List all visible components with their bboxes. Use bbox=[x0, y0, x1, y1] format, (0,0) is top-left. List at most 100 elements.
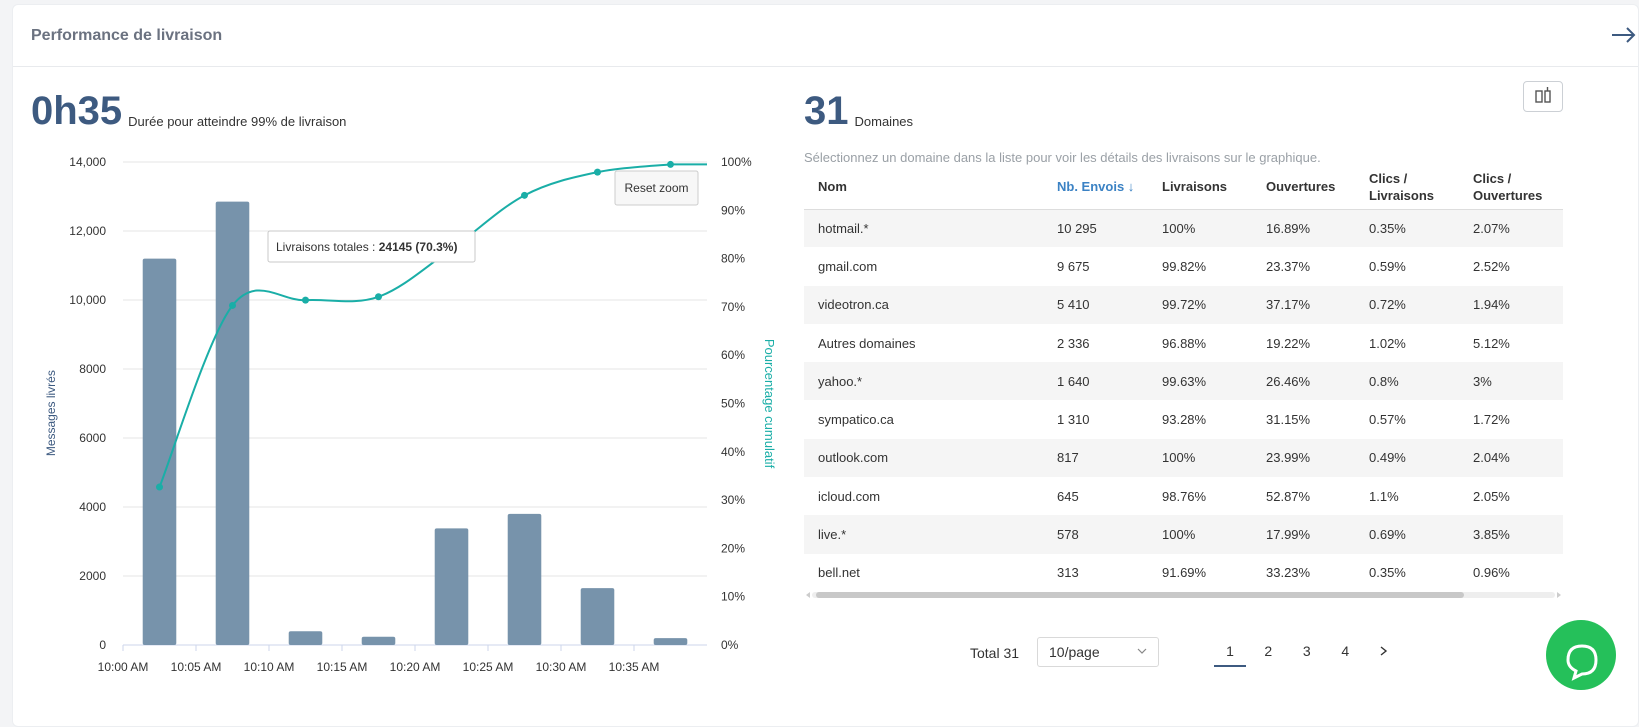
y-left-tick-label: 8000 bbox=[79, 362, 106, 376]
chevron-down-icon bbox=[1137, 648, 1147, 654]
table-cell: 5.12% bbox=[1473, 335, 1510, 351]
table-hint: Sélectionnez un domaine dans la liste po… bbox=[804, 150, 1321, 165]
arrow-right-icon[interactable] bbox=[1610, 23, 1638, 47]
table-cell: 100% bbox=[1148, 438, 1252, 478]
col-clicks-deliveries-header[interactable]: Clics / Livraisons bbox=[1355, 165, 1459, 210]
table-row[interactable]: Autres domaines 2 336 96.88% 19.22% 1.02% 5.1… bbox=[804, 324, 1563, 362]
page-3[interactable]: 3 bbox=[1302, 643, 1311, 659]
x-tick-label: 10:15 AM bbox=[317, 660, 368, 674]
table-cell: 578 bbox=[1043, 515, 1148, 554]
cumulative-point[interactable] bbox=[302, 296, 309, 304]
tooltip-label: Livraisons totales : bbox=[276, 240, 379, 254]
table-cell: 100% bbox=[1148, 515, 1252, 554]
bar-messages-delivered[interactable] bbox=[215, 201, 250, 646]
table-cell: videotron.ca bbox=[804, 285, 1043, 324]
page-size-value: 10/page bbox=[1049, 644, 1100, 660]
table-cell: 5 410 bbox=[1043, 285, 1148, 324]
col-sends-header[interactable]: Nb. Envois ↓ bbox=[1043, 165, 1148, 210]
table-cell: 9 675 bbox=[1057, 258, 1090, 274]
table-cell: bell.net bbox=[818, 565, 860, 581]
reset-zoom-label: Reset zoom bbox=[624, 181, 688, 195]
scroll-right-icon[interactable] bbox=[1555, 591, 1563, 599]
y-left-tick-label: 6000 bbox=[79, 431, 106, 445]
domains-count: 31 bbox=[804, 89, 849, 133]
domains-label: Domaines bbox=[854, 114, 914, 129]
page-size-select[interactable]: 10/page bbox=[1037, 637, 1159, 667]
y-right-tick-label: 40% bbox=[721, 445, 745, 459]
card-header: Performance de livraison bbox=[13, 5, 1638, 67]
bar-messages-delivered[interactable] bbox=[288, 631, 323, 645]
y-left-tick-label: 0 bbox=[99, 638, 106, 652]
col-deliveries-header[interactable]: Livraisons bbox=[1148, 165, 1252, 210]
page-4[interactable]: 4 bbox=[1341, 643, 1350, 659]
table-cell: 23.37% bbox=[1266, 258, 1311, 274]
page-2[interactable]: 2 bbox=[1264, 643, 1273, 659]
bar-messages-delivered[interactable] bbox=[434, 528, 469, 645]
bar-messages-delivered[interactable] bbox=[361, 636, 396, 645]
cumulative-point[interactable] bbox=[521, 191, 528, 199]
table-cell: 2.07% bbox=[1459, 209, 1563, 248]
scroll-left-icon[interactable] bbox=[804, 591, 812, 599]
table-cell: 1.02% bbox=[1369, 335, 1406, 351]
x-tick-label: 10:05 AM bbox=[171, 660, 222, 674]
table-cell: 23.99% bbox=[1252, 438, 1355, 478]
table-horizontal-scrollbar[interactable] bbox=[804, 591, 1563, 599]
scroll-thumb[interactable] bbox=[816, 592, 1464, 598]
bar-messages-delivered[interactable] bbox=[653, 638, 688, 645]
bar-messages-delivered[interactable] bbox=[507, 513, 542, 645]
table-cell: 1 310 bbox=[1057, 412, 1090, 428]
table-cell: 0.59% bbox=[1369, 258, 1406, 274]
delivery-performance-card: Performance de livraison 0h35 Durée pour… bbox=[12, 4, 1639, 727]
table-row[interactable]: gmail.com 9 675 99.82% 23.37% 0.59% 2.52% bbox=[804, 247, 1563, 285]
cumulative-point[interactable] bbox=[156, 483, 163, 491]
table-row[interactable]: live.* 578 100% 17.99% 0.69% 3.85% bbox=[804, 515, 1563, 554]
table-cell: 313 bbox=[1057, 565, 1079, 581]
table-cell: outlook.com bbox=[804, 438, 1043, 478]
chat-button[interactable] bbox=[1546, 620, 1616, 690]
y-right-tick-label: 0% bbox=[721, 638, 739, 652]
col-name-header[interactable]: Nom bbox=[804, 165, 1043, 210]
page-1[interactable]: 1 bbox=[1214, 641, 1246, 667]
table-row[interactable]: videotron.ca 5 410 99.72% 37.17% 0.72% 1.94% bbox=[804, 285, 1563, 324]
table-cell: 96.88% bbox=[1162, 335, 1207, 351]
bar-messages-delivered[interactable] bbox=[142, 258, 177, 645]
card-title: Performance de livraison bbox=[31, 27, 223, 44]
table-cell: 0.72% bbox=[1355, 285, 1459, 324]
column-settings-button[interactable] bbox=[1523, 81, 1563, 112]
table-row[interactable]: icloud.com 645 98.76% 52.87% 1.1% 2.05% bbox=[804, 477, 1563, 515]
table-row[interactable]: yahoo.* 1 640 99.63% 26.46% 0.8% 3% bbox=[804, 362, 1563, 401]
col-opens-header[interactable]: Ouvertures bbox=[1252, 165, 1355, 210]
table-row[interactable]: hotmail.* 10 295 100% 16.89% 0.35% 2.07% bbox=[804, 209, 1563, 248]
table-cell: 1 640 bbox=[1043, 362, 1148, 401]
table-cell: 19.22% bbox=[1266, 335, 1311, 351]
table-cell: 2.52% bbox=[1473, 258, 1510, 274]
duration-label: Durée pour atteindre 99% de livraison bbox=[128, 114, 347, 129]
reset-zoom-button[interactable]: Reset zoom bbox=[614, 170, 699, 206]
table-cell: 817 bbox=[1043, 438, 1148, 478]
table-cell: 99.72% bbox=[1148, 285, 1252, 324]
cumulative-point[interactable] bbox=[229, 301, 236, 309]
table-row[interactable]: outlook.com 817 100% 23.99% 0.49% 2.04% bbox=[804, 438, 1563, 478]
bar-messages-delivered[interactable] bbox=[580, 588, 615, 645]
y-right-tick-label: 100% bbox=[721, 155, 752, 169]
domains-table: Nom Nb. Envois ↓ Livraisons Ouvertures C… bbox=[804, 165, 1563, 592]
cumulative-point[interactable] bbox=[375, 293, 382, 301]
table-cell: 0.69% bbox=[1355, 515, 1459, 554]
y-left-axis-title: Messages livrés bbox=[44, 370, 58, 456]
y-right-tick-label: 10% bbox=[721, 590, 745, 604]
y-left-tick-label: 4000 bbox=[79, 500, 106, 514]
y-right-tick-label: 50% bbox=[721, 397, 745, 411]
table-cell: Autres domaines bbox=[818, 335, 916, 351]
table-cell: 93.28% bbox=[1162, 412, 1207, 428]
table-row[interactable]: bell.net 313 91.69% 33.23% 0.35% 0.96% bbox=[804, 554, 1563, 592]
y-right-axis-title: Pourcentage cumulatif bbox=[762, 339, 777, 469]
columns-icon bbox=[1535, 87, 1551, 103]
cumulative-point[interactable] bbox=[594, 168, 601, 176]
table-cell: 0.57% bbox=[1369, 412, 1406, 428]
chat-icon bbox=[1566, 644, 1598, 681]
col-clicks-opens-header[interactable]: Clics / Ouvertures bbox=[1459, 165, 1563, 210]
cumulative-point[interactable] bbox=[667, 160, 674, 168]
next-page-button[interactable] bbox=[1365, 641, 1404, 667]
table-row[interactable]: sympatico.ca 1 310 93.28% 31.15% 0.57% 1.72% bbox=[804, 400, 1563, 438]
table-header-row: Nom Nb. Envois ↓ Livraisons Ouvertures C… bbox=[804, 165, 1563, 210]
